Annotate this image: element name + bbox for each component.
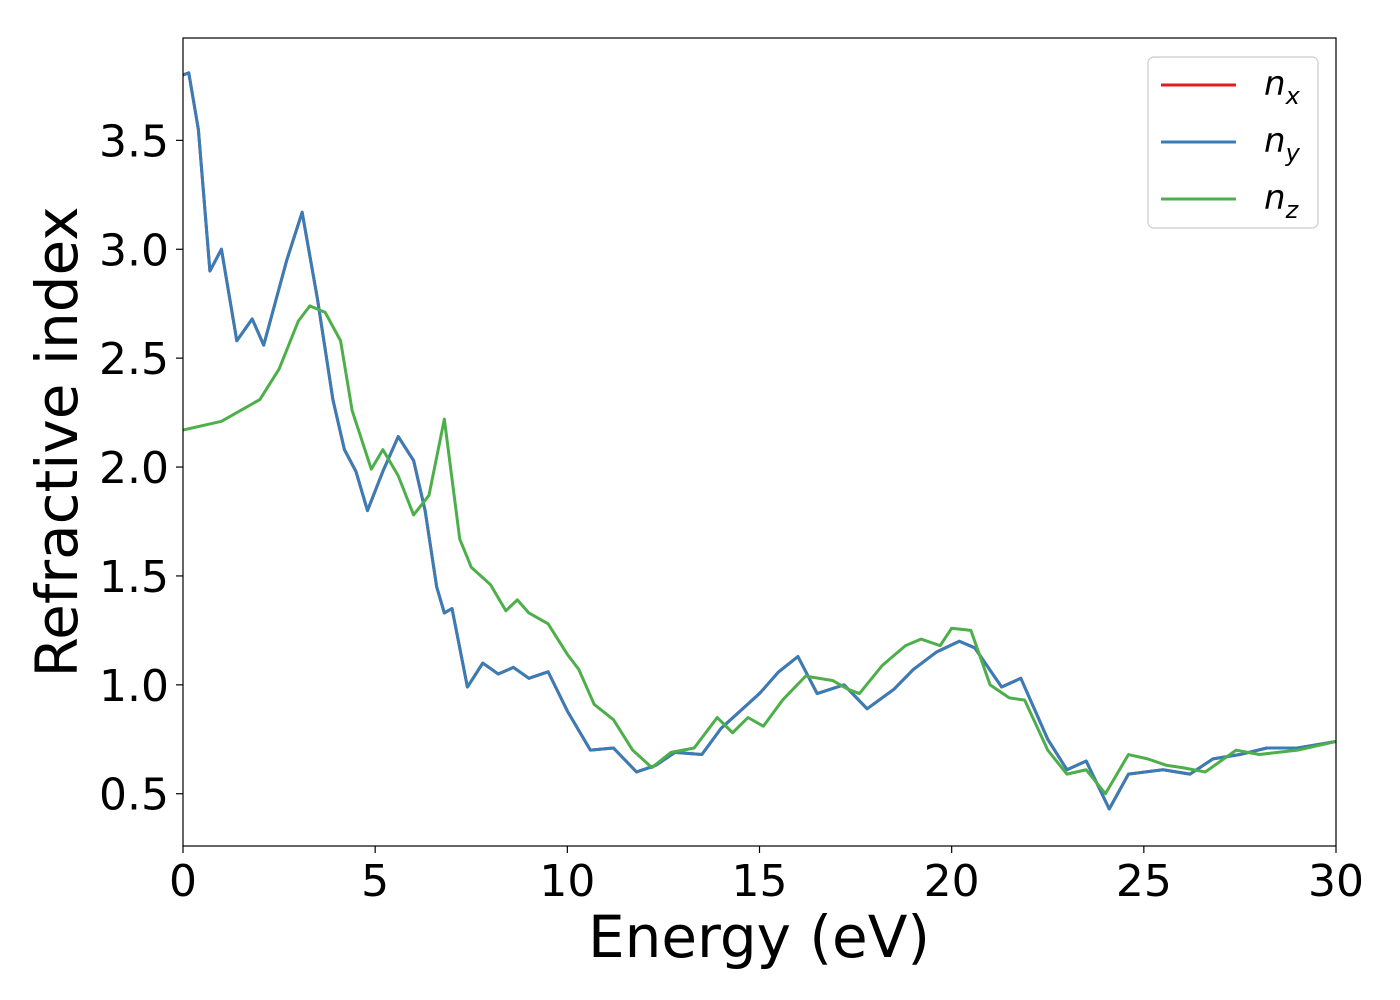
y-tick-label: 2.5: [99, 334, 169, 385]
y-tick-label: 1.5: [99, 552, 169, 603]
y-tick-label: 1.0: [99, 661, 169, 712]
y-tick-label: 0.5: [99, 770, 169, 821]
x-tick-label: 0: [169, 856, 197, 907]
y-tick-label: 3.0: [99, 225, 169, 276]
x-tick-label: 20: [924, 856, 980, 907]
series-line: [183, 71, 1336, 811]
series-line: [183, 304, 1336, 796]
legend-label: nx: [1264, 64, 1301, 110]
legend-label: nz: [1264, 178, 1300, 224]
x-axis-label: Energy (eV): [588, 903, 930, 971]
x-tick-label: 30: [1308, 856, 1364, 907]
y-tick-label: 3.5: [99, 116, 169, 167]
y-tick-label: 2.0: [99, 443, 169, 494]
x-tick-label: 15: [732, 856, 788, 907]
x-tick-label: 10: [539, 856, 595, 907]
y-axis-label: Refractive index: [23, 206, 91, 677]
x-tick-label: 25: [1116, 856, 1172, 907]
plot-frame: [182, 37, 1337, 847]
x-tick-label: 5: [361, 856, 389, 907]
legend-label: ny: [1264, 121, 1301, 167]
